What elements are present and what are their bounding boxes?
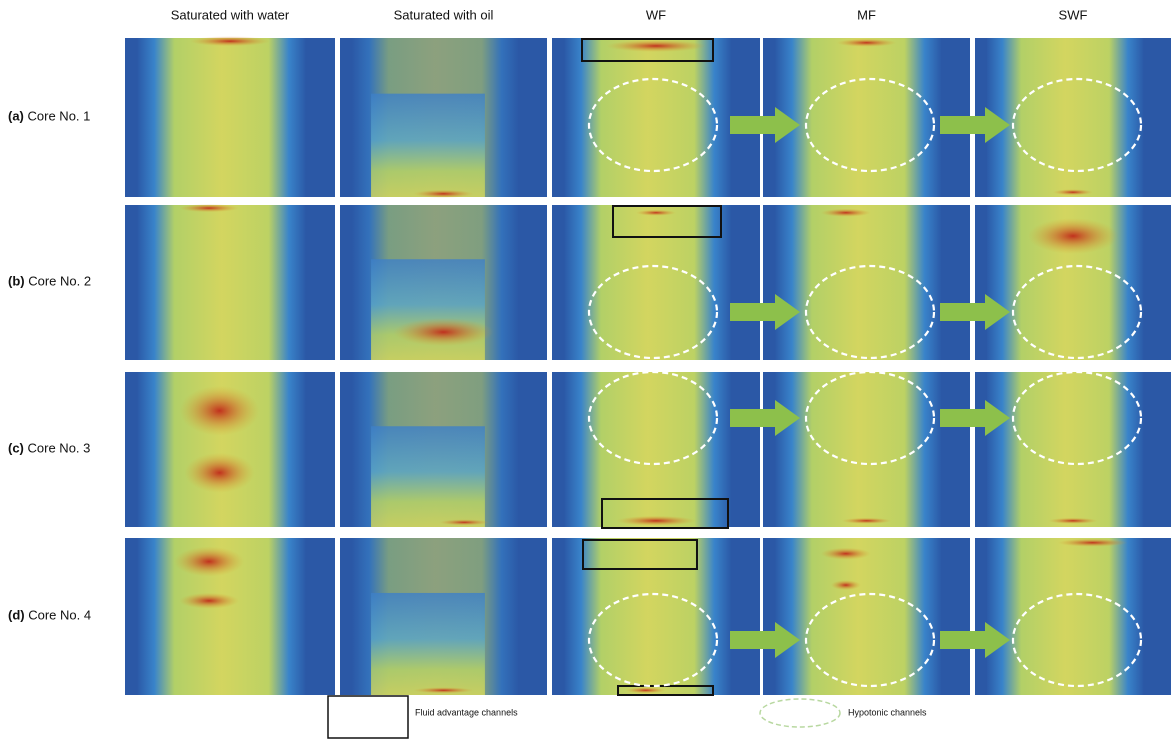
core-image [125, 538, 335, 695]
legend-label: Fluid advantage channels [415, 707, 518, 717]
core-image [340, 538, 547, 695]
legend-box [328, 696, 408, 738]
high-signal [185, 453, 255, 493]
high-signal [837, 39, 897, 47]
core-image [975, 538, 1171, 695]
saturation-band [138, 38, 306, 197]
high-signal [1058, 539, 1128, 547]
column-header: Saturated with water [171, 7, 290, 22]
core-image [340, 372, 547, 527]
row-text: Core No. 3 [28, 441, 91, 456]
row-tag: (a) [8, 109, 24, 124]
high-signal [394, 318, 494, 346]
high-signal [1053, 189, 1093, 195]
legend-ellipse [760, 699, 840, 727]
oil-band [371, 426, 485, 527]
high-signal [414, 687, 474, 693]
saturation-band [987, 372, 1144, 527]
core-image [763, 372, 970, 527]
high-signal [821, 548, 871, 560]
saturation-band [564, 372, 730, 527]
high-signal [174, 547, 244, 577]
high-signal [414, 190, 474, 198]
row-label: (a) Core No. 1 [8, 109, 90, 124]
row-label: (c) Core No. 3 [8, 441, 90, 456]
high-signal [626, 687, 666, 693]
core-image [552, 205, 760, 360]
high-signal [821, 209, 871, 217]
core-image [763, 205, 970, 360]
oil-band [371, 593, 485, 695]
core-image [975, 205, 1171, 360]
column-header: SWF [1059, 7, 1088, 22]
saturation-band [564, 205, 730, 360]
row-label: (d) Core No. 4 [8, 608, 91, 623]
high-signal [831, 580, 861, 590]
core-image [975, 38, 1171, 197]
core-image [340, 38, 547, 198]
high-signal [606, 40, 706, 52]
legend-label: Hypotonic channels [848, 707, 927, 717]
high-signal [616, 516, 696, 526]
high-signal [1028, 218, 1118, 254]
oil-band [371, 94, 485, 197]
high-signal [439, 519, 489, 525]
row-label: (b) Core No. 2 [8, 274, 91, 289]
core-image [975, 372, 1171, 527]
high-signal [842, 518, 892, 524]
high-signal [1048, 518, 1098, 524]
core-image [340, 205, 547, 360]
core-image [125, 372, 335, 527]
row-tag: (b) [8, 274, 25, 289]
figure: Saturated with water Saturated with oil WF… [0, 0, 1171, 741]
high-signal [190, 36, 270, 46]
saturation-band [987, 38, 1144, 197]
row-text: Core No. 2 [28, 274, 91, 289]
row-text: Core No. 1 [28, 109, 91, 124]
saturation-band [987, 538, 1144, 695]
core-image [763, 38, 970, 197]
saturation-band [564, 538, 730, 695]
saturation-band [138, 205, 306, 360]
high-signal [636, 210, 676, 216]
core-image [763, 538, 970, 695]
column-header: Saturated with oil [394, 7, 494, 22]
column-header: WF [646, 7, 666, 22]
saturation-band [775, 372, 941, 527]
core-image [125, 204, 335, 360]
row-text: Core No. 4 [28, 608, 91, 623]
row-tag: (d) [8, 608, 25, 623]
high-signal [179, 593, 239, 609]
row-tag: (c) [8, 441, 24, 456]
saturation-band [775, 205, 941, 360]
high-signal [180, 386, 260, 436]
column-header: MF [857, 7, 876, 22]
core-image [125, 36, 335, 197]
high-signal [179, 204, 239, 212]
saturation-band [775, 38, 941, 197]
saturation-band [775, 538, 941, 695]
